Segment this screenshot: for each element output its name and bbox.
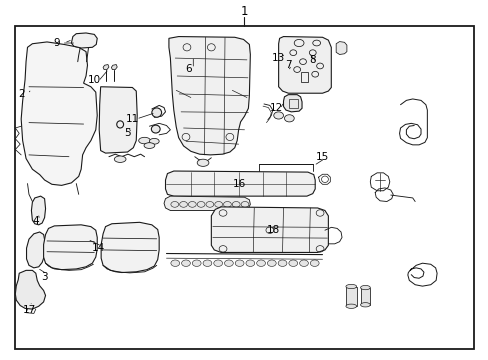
Ellipse shape: [256, 260, 265, 266]
Text: 2: 2: [18, 89, 24, 99]
Polygon shape: [165, 171, 315, 196]
Bar: [345, 287, 356, 306]
Ellipse shape: [144, 143, 155, 148]
Ellipse shape: [197, 159, 208, 166]
Text: 4: 4: [32, 216, 39, 226]
Polygon shape: [31, 196, 45, 225]
Ellipse shape: [205, 202, 213, 207]
Ellipse shape: [345, 304, 356, 309]
Ellipse shape: [241, 202, 248, 207]
Ellipse shape: [278, 260, 286, 266]
Ellipse shape: [213, 260, 222, 266]
Polygon shape: [283, 95, 302, 112]
Polygon shape: [168, 37, 250, 155]
Polygon shape: [43, 225, 97, 270]
Text: 7: 7: [285, 60, 291, 70]
Text: 6: 6: [185, 64, 191, 74]
Text: 12: 12: [269, 103, 282, 113]
Text: 14: 14: [91, 243, 104, 253]
Text: 5: 5: [124, 129, 130, 138]
Ellipse shape: [360, 303, 369, 307]
Polygon shape: [21, 42, 97, 185]
Polygon shape: [99, 87, 137, 153]
Polygon shape: [26, 232, 45, 268]
Text: 3: 3: [41, 272, 48, 282]
Ellipse shape: [197, 202, 204, 207]
Text: 9: 9: [53, 38, 60, 48]
Ellipse shape: [245, 260, 254, 266]
Polygon shape: [101, 222, 159, 273]
Bar: [360, 288, 369, 305]
Ellipse shape: [170, 202, 178, 207]
Text: 10: 10: [87, 75, 101, 85]
Ellipse shape: [149, 138, 159, 144]
Ellipse shape: [288, 260, 297, 266]
Polygon shape: [71, 33, 97, 48]
Text: 8: 8: [309, 55, 315, 65]
Polygon shape: [279, 45, 292, 66]
Ellipse shape: [297, 41, 308, 46]
Ellipse shape: [279, 63, 292, 67]
Polygon shape: [103, 64, 109, 69]
Bar: [301, 72, 308, 82]
Ellipse shape: [267, 260, 276, 266]
Ellipse shape: [114, 156, 126, 162]
Bar: [289, 99, 298, 108]
Ellipse shape: [297, 59, 308, 64]
Text: 18: 18: [266, 225, 280, 235]
Ellipse shape: [181, 260, 190, 266]
Polygon shape: [15, 270, 45, 309]
Polygon shape: [163, 196, 250, 211]
Ellipse shape: [284, 115, 294, 122]
Ellipse shape: [192, 260, 201, 266]
Polygon shape: [297, 43, 308, 62]
Text: 13: 13: [271, 53, 285, 63]
Ellipse shape: [139, 137, 150, 144]
Polygon shape: [111, 64, 117, 69]
Ellipse shape: [310, 260, 319, 266]
Polygon shape: [278, 37, 330, 93]
Ellipse shape: [360, 285, 369, 290]
Ellipse shape: [170, 260, 179, 266]
Polygon shape: [335, 41, 346, 54]
Ellipse shape: [223, 202, 231, 207]
Text: 17: 17: [22, 305, 36, 315]
Ellipse shape: [273, 112, 283, 119]
Text: 11: 11: [125, 114, 139, 124]
Text: 16: 16: [232, 179, 246, 189]
Ellipse shape: [152, 108, 161, 117]
Ellipse shape: [179, 202, 187, 207]
Ellipse shape: [203, 260, 211, 266]
Text: 1: 1: [240, 5, 248, 18]
Ellipse shape: [224, 260, 233, 266]
Ellipse shape: [299, 260, 308, 266]
Text: 15: 15: [315, 152, 328, 162]
Ellipse shape: [188, 202, 196, 207]
Polygon shape: [211, 207, 328, 252]
Ellipse shape: [279, 43, 292, 48]
Ellipse shape: [232, 202, 240, 207]
Ellipse shape: [151, 125, 160, 133]
Ellipse shape: [235, 260, 244, 266]
Ellipse shape: [345, 284, 356, 289]
Ellipse shape: [214, 202, 222, 207]
